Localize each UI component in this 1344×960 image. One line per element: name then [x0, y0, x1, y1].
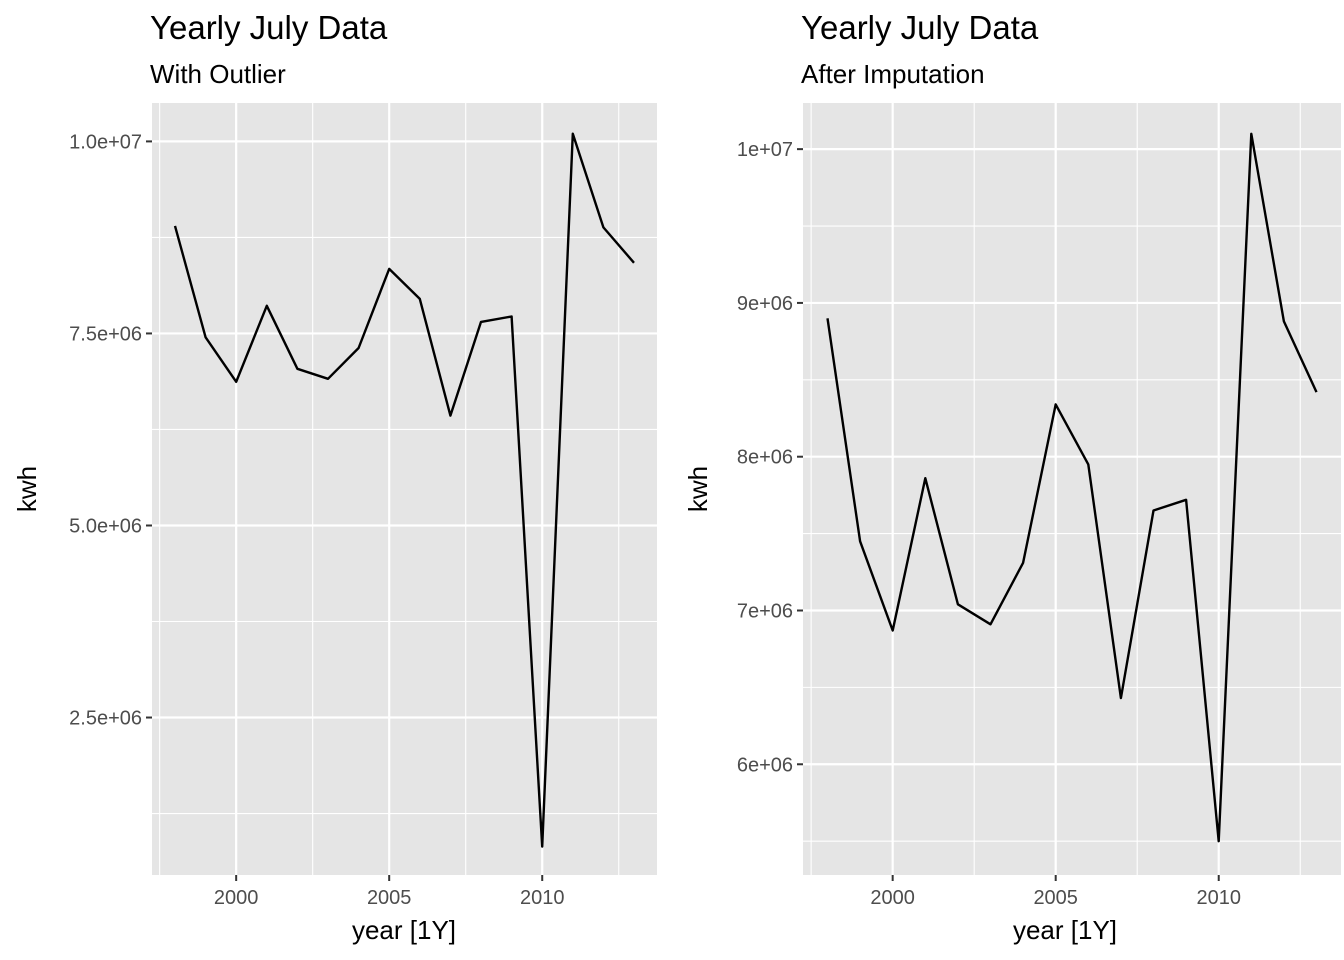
y-tick-label: 7e+06	[737, 600, 793, 622]
y-tick-label: 6e+06	[737, 754, 793, 776]
x-tick-label: 2000	[870, 887, 915, 909]
series-line	[826, 132, 1318, 843]
plot-panel-background	[152, 103, 657, 875]
chart-subtitle: With Outlier	[150, 59, 286, 89]
x-tick-label: 2005	[367, 887, 412, 909]
chart-panel-with-outlier: Yearly July Data With Outlier 2000 2005 20…	[12, 9, 657, 945]
y-tick-label: 1e+07	[737, 139, 793, 161]
y-axis-title: kwh	[12, 466, 42, 512]
x-axis-title: year [1Y]	[1013, 915, 1117, 945]
x-tick-label: 2010	[520, 887, 565, 909]
x-axis-title: year [1Y]	[352, 915, 456, 945]
series-lines	[826, 132, 1318, 843]
x-tick-label: 2005	[1033, 887, 1078, 909]
x-tick-label: 2010	[1196, 887, 1241, 909]
grid-lines	[152, 103, 657, 875]
y-tick-label: 5.0e+06	[69, 515, 142, 537]
chart-title: Yearly July Data	[801, 9, 1039, 46]
y-tick-label: 7.5e+06	[69, 323, 142, 345]
y-tick-label: 2.5e+06	[69, 708, 142, 730]
x-axis-ticks: 2000 2005 2010	[214, 875, 565, 909]
y-axis-ticks: 2.5e+06 5.0e+06 7.5e+06 1.0e+07	[69, 131, 152, 730]
x-axis-ticks: 2000 2005 2010	[870, 875, 1241, 909]
chart-title: Yearly July Data	[150, 9, 388, 46]
chart-panel-after-imputation: Yearly July Data After Imputation 2000 20…	[683, 9, 1341, 945]
y-tick-label: 1.0e+07	[69, 131, 142, 153]
series-lines	[173, 132, 635, 848]
series-line	[173, 132, 635, 848]
y-tick-label: 9e+06	[737, 293, 793, 315]
plot-panel-background	[803, 103, 1341, 875]
chart-subtitle: After Imputation	[801, 59, 985, 89]
y-tick-label: 8e+06	[737, 447, 793, 469]
y-axis-title: kwh	[683, 466, 713, 512]
x-tick-label: 2000	[214, 887, 259, 909]
grid-lines	[803, 103, 1341, 875]
y-axis-ticks: 6e+06 7e+06 8e+06 9e+06 1e+07	[737, 139, 803, 776]
